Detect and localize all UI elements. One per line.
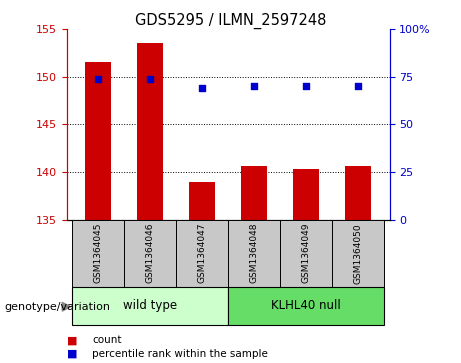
Polygon shape [62,302,71,311]
Text: KLHL40 null: KLHL40 null [272,299,341,312]
Text: GSM1364046: GSM1364046 [146,223,154,284]
Text: GSM1364045: GSM1364045 [94,223,103,284]
Text: count: count [92,335,122,346]
FancyBboxPatch shape [228,220,280,287]
Bar [189,182,215,220]
Bar [345,166,371,220]
Point [355,83,362,89]
FancyBboxPatch shape [280,220,332,287]
Text: ■: ■ [67,335,77,346]
Text: ■: ■ [67,349,77,359]
FancyBboxPatch shape [124,220,176,287]
Point [199,85,206,91]
Text: wild type: wild type [123,299,177,312]
Text: GSM1364050: GSM1364050 [354,223,363,284]
Text: GSM1364047: GSM1364047 [198,223,207,284]
Bar [293,169,319,220]
Point [250,83,258,89]
FancyBboxPatch shape [72,287,228,325]
Point [95,76,102,82]
Text: percentile rank within the sample: percentile rank within the sample [92,349,268,359]
FancyBboxPatch shape [176,220,228,287]
Bar [137,43,163,220]
Bar [241,166,267,220]
Text: GSM1364048: GSM1364048 [250,223,259,284]
Point [302,83,310,89]
Point [147,76,154,82]
FancyBboxPatch shape [72,220,124,287]
Text: GSM1364049: GSM1364049 [302,223,311,284]
FancyBboxPatch shape [228,287,384,325]
Text: genotype/variation: genotype/variation [5,302,111,312]
Bar [85,62,111,220]
FancyBboxPatch shape [332,220,384,287]
Text: GDS5295 / ILMN_2597248: GDS5295 / ILMN_2597248 [135,13,326,29]
